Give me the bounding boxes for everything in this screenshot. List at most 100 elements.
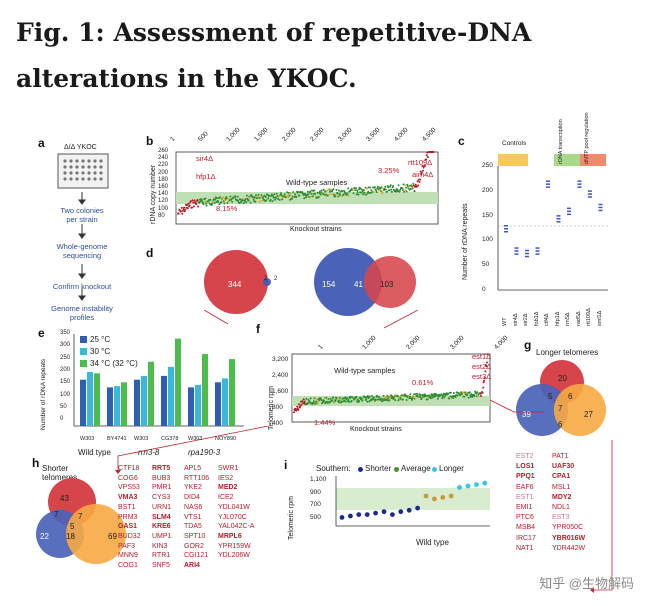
i-ytick: 900 — [310, 488, 321, 496]
b-point — [388, 189, 391, 192]
b-point — [413, 190, 416, 193]
f-point — [305, 397, 308, 400]
f-point — [339, 398, 342, 401]
f-point — [344, 396, 347, 399]
b-point — [417, 184, 420, 187]
e-ytick: 300 — [60, 342, 71, 349]
f-point — [408, 397, 411, 400]
f-point — [334, 399, 337, 402]
b-point — [333, 193, 335, 196]
b-point — [218, 203, 221, 206]
b-annot-rtt109: rtt109Δ — [408, 158, 433, 167]
f-point — [376, 394, 378, 397]
gene: COG1 — [118, 562, 138, 570]
e-group-rrn3: rrn3-8 — [138, 448, 160, 457]
f-point — [434, 395, 437, 398]
b-point — [181, 209, 184, 212]
c-xtick: sir4Δ — [512, 313, 519, 326]
e-ytick: 350 — [60, 330, 71, 336]
b-point — [369, 186, 371, 189]
b-point — [363, 191, 366, 194]
panel-c-ylabel: Number of rDNA repeats — [462, 203, 469, 280]
f-annot-est1: est1Δ — [472, 352, 492, 361]
i-point — [339, 515, 345, 520]
e-bar — [222, 378, 228, 426]
b-point — [406, 183, 409, 186]
b-point — [252, 198, 255, 201]
b-point — [411, 185, 414, 188]
b-point — [268, 195, 271, 198]
c-point — [525, 255, 529, 258]
b-ytick: 180 — [158, 176, 169, 183]
f-annot-est2: est2Δ — [472, 362, 492, 371]
f-point — [468, 391, 471, 394]
e-ytick: 0 — [60, 416, 64, 423]
f-point — [467, 396, 470, 399]
f-point — [442, 394, 445, 397]
b-point — [204, 197, 207, 200]
gene: EST2 — [516, 453, 534, 460]
e-bar — [229, 359, 235, 426]
h-n7: 5 — [70, 522, 75, 531]
e-group-wt: Wild type — [78, 448, 111, 457]
b-point — [188, 204, 191, 207]
legend-swatch-30 — [80, 348, 87, 355]
f-point — [412, 395, 415, 398]
c-xtick: fob1Δ — [533, 311, 540, 326]
c-point — [598, 203, 603, 206]
f-point — [325, 396, 328, 399]
b-point — [223, 199, 226, 202]
b-point — [258, 200, 261, 203]
i-point — [423, 493, 429, 499]
b-point — [231, 197, 234, 200]
i-legend-dot-long — [432, 467, 437, 472]
gene-list-col2: RRT5 BUB3 PMR1 CYS3 URN1 SLM4 KRE6 UMP1 … — [152, 464, 171, 571]
gene: YDL041W — [218, 503, 250, 511]
gene: BUB3 — [152, 474, 171, 482]
b-ytick: 160 — [158, 184, 169, 191]
f-point — [318, 399, 321, 401]
f-point — [327, 398, 330, 401]
g-connector — [489, 400, 613, 593]
b-point — [401, 189, 404, 192]
panel-e-plot — [73, 334, 244, 427]
e-xtick: W303 — [134, 436, 149, 442]
f-point — [302, 398, 305, 401]
f-point — [419, 394, 422, 397]
b-point — [344, 191, 347, 194]
gene: URN1 — [152, 503, 172, 511]
f-point — [441, 397, 444, 400]
f-annot-est3: est3Δ — [472, 372, 492, 381]
gene: BST1 — [118, 503, 136, 511]
b-point — [248, 196, 251, 199]
gene: PPQ1 — [516, 473, 535, 481]
c-ytick: 50 — [482, 261, 490, 269]
c-xtick: rtt109Δ — [586, 308, 592, 326]
gene: CTF18 — [118, 465, 140, 472]
b-point — [346, 192, 349, 195]
step-wgs: Whole-genome sequencing — [56, 242, 108, 260]
c-point — [598, 206, 603, 209]
f-point — [443, 396, 446, 399]
plate-label: Δ/Δ YKOC — [64, 144, 97, 151]
gene: YDR442W — [552, 544, 586, 552]
b-ytick: 120 — [158, 198, 169, 205]
f-point — [480, 395, 482, 397]
d-n-overlap: 2 — [264, 276, 268, 282]
f-point — [383, 399, 385, 402]
b-point — [362, 193, 365, 196]
b-point — [269, 198, 272, 201]
b-point — [214, 198, 217, 201]
c-group-rdna: rDNA transcription — [558, 119, 564, 164]
f-point — [436, 397, 439, 400]
b-point — [195, 203, 198, 206]
f-point — [477, 395, 480, 397]
b-point — [419, 178, 421, 181]
e-bar — [168, 366, 174, 426]
f-point — [301, 400, 304, 403]
f-point — [341, 400, 343, 403]
f-point — [314, 397, 317, 400]
b-point — [265, 199, 268, 202]
c-ytick: 100 — [482, 236, 493, 244]
b-annot-aim4: aim4Δ — [412, 170, 434, 179]
